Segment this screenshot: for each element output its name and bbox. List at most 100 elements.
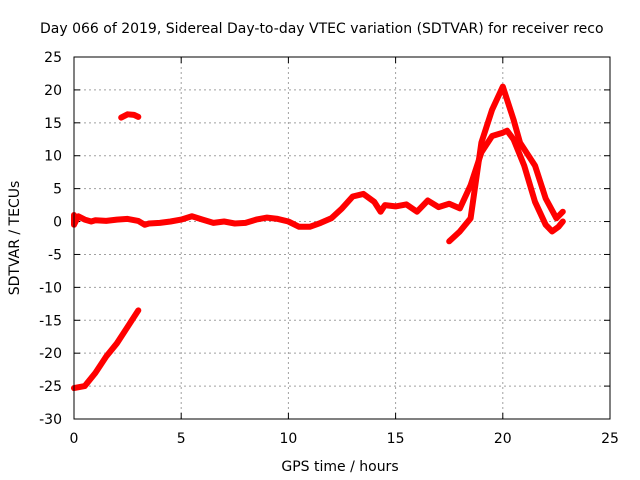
data-point <box>478 140 484 146</box>
x-tick-label: 5 <box>177 431 186 447</box>
data-point <box>371 199 377 205</box>
x-tick-label: 25 <box>601 431 619 447</box>
data-point <box>500 130 506 136</box>
data-point <box>489 107 495 113</box>
plot-data <box>71 83 566 392</box>
series-main-trace <box>71 127 566 235</box>
data-point <box>549 228 555 234</box>
y-tick-label: -15 <box>39 313 62 329</box>
data-point <box>92 217 98 223</box>
data-point <box>517 140 523 146</box>
data-point <box>532 199 538 205</box>
data-point <box>560 219 566 224</box>
plot-frame <box>73 56 611 420</box>
data-point <box>221 219 227 224</box>
data-point <box>468 215 474 221</box>
data-point <box>253 217 259 223</box>
data-point <box>285 219 291 224</box>
ticks: 0 5 10 15 20 25 -30 -25 -20 -15 -10 -5 0 5 10 15 20 25 <box>39 50 619 447</box>
data-point <box>135 307 141 313</box>
data-point <box>543 196 549 201</box>
x-tick-label: 0 <box>70 431 79 447</box>
data-point <box>425 198 431 203</box>
y-tick-label: -5 <box>48 247 62 263</box>
y-tick-label: -10 <box>39 280 62 296</box>
data-point <box>350 194 356 199</box>
data-point <box>318 220 324 226</box>
data-point <box>360 191 366 197</box>
data-point <box>382 202 388 208</box>
data-point <box>82 383 88 389</box>
y-axis-label: SDTVAR / TECUs <box>7 181 23 296</box>
data-point <box>532 163 538 169</box>
data-point <box>296 224 302 230</box>
y-tick-label: -20 <box>39 346 62 362</box>
data-point <box>114 217 120 223</box>
data-point <box>103 218 109 224</box>
x-tick-label: 20 <box>494 431 512 447</box>
data-point <box>103 354 109 359</box>
series-spikes-trace <box>446 83 566 245</box>
data-point <box>135 218 141 224</box>
y-tick-label: 25 <box>44 50 62 66</box>
data-point <box>504 128 510 134</box>
data-point <box>457 228 463 234</box>
data-point <box>118 115 124 121</box>
data-point <box>457 205 463 211</box>
y-tick-label: 0 <box>53 215 62 231</box>
data-point <box>125 216 131 222</box>
data-point <box>125 324 131 330</box>
data-point <box>339 205 345 211</box>
data-point <box>556 224 561 230</box>
data-point <box>232 221 238 226</box>
data-point <box>378 209 384 215</box>
data-point <box>189 213 195 219</box>
y-tick-label: 20 <box>44 83 62 99</box>
data-point <box>446 238 452 244</box>
data-point <box>135 114 141 120</box>
data-point <box>243 220 248 226</box>
data-point <box>200 217 206 223</box>
series-ramp-trace <box>71 307 142 392</box>
grid <box>74 57 610 419</box>
data-point <box>468 182 474 188</box>
data-point <box>178 217 184 223</box>
chart-title: Day 066 of 2019, Sidereal Day-to-day VTE… <box>40 21 604 37</box>
data-point <box>446 201 452 207</box>
data-point <box>307 224 313 230</box>
data-point <box>521 163 527 169</box>
x-axis-label: GPS time / hours <box>281 459 398 475</box>
data-point <box>114 340 120 346</box>
data-point <box>275 216 281 222</box>
data-point <box>560 209 566 215</box>
data-point <box>264 215 270 221</box>
data-point <box>168 219 173 224</box>
data-point <box>500 84 506 90</box>
y-tick-label: 5 <box>53 182 62 198</box>
data-point <box>82 217 88 223</box>
y-tick-label: 10 <box>44 149 62 165</box>
data-point <box>511 117 516 122</box>
data-point <box>393 203 399 209</box>
data-point <box>157 220 163 226</box>
data-point <box>403 201 409 207</box>
x-tick-label: 15 <box>387 431 405 447</box>
data-point <box>88 219 94 224</box>
data-point <box>328 215 334 221</box>
data-point <box>131 112 137 118</box>
y-tick-label: -25 <box>39 379 62 395</box>
data-point <box>543 222 549 228</box>
data-point <box>436 204 441 210</box>
x-tick-label: 10 <box>279 431 297 447</box>
y-tick-label: -30 <box>39 412 62 428</box>
data-point <box>489 133 495 139</box>
data-point <box>92 370 98 376</box>
data-point <box>414 209 420 215</box>
data-point <box>146 221 152 226</box>
data-point <box>511 136 516 142</box>
data-point <box>553 215 559 221</box>
data-point <box>210 220 216 226</box>
data-point <box>125 111 131 117</box>
data-point <box>75 213 81 219</box>
